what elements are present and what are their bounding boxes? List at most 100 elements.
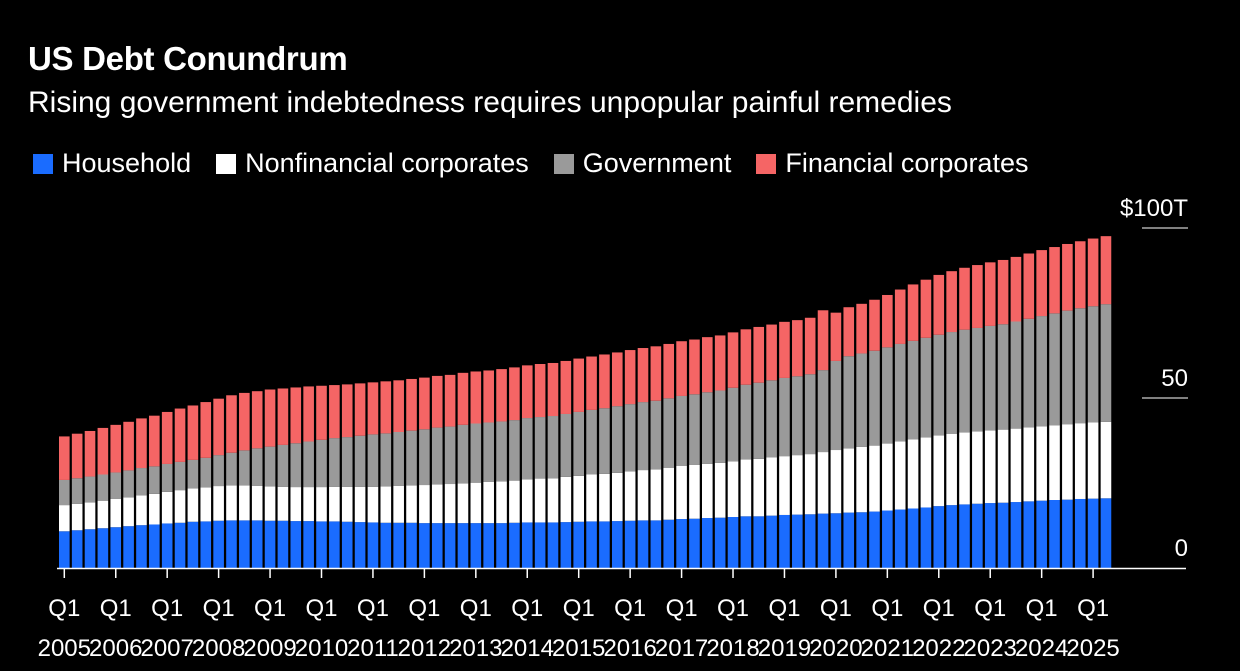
x-tick-year-label: 2012 (398, 635, 451, 662)
bar-nonfinancial-35 (509, 480, 520, 523)
bar-government-39 (560, 413, 572, 477)
bar-government-41 (586, 409, 597, 475)
bar-government-74 (1010, 321, 1022, 429)
bar-government-13 (226, 452, 237, 486)
x-tick-quarter-label: Q1 (357, 595, 389, 622)
bar-household-28 (419, 523, 430, 568)
bar-financial-2 (84, 430, 96, 477)
bar-financial-81 (1100, 236, 1112, 305)
bar-government-81 (1100, 304, 1112, 422)
bar-financial-5 (123, 421, 134, 471)
bar-nonfinancial-53 (740, 459, 752, 517)
bar-financial-53 (740, 329, 752, 385)
bar-government-48 (676, 395, 687, 466)
bar-nonfinancial-65 (894, 441, 906, 510)
bar-financial-31 (457, 372, 469, 425)
bar-financial-30 (444, 374, 456, 427)
x-tick-year-label: 2016 (603, 635, 656, 662)
bar-household-63 (869, 511, 880, 568)
bar-nonfinancial-38 (547, 478, 559, 523)
bar-household-76 (1036, 500, 1047, 568)
bar-nonfinancial-5 (123, 497, 134, 527)
bar-financial-36 (521, 365, 533, 419)
bar-government-69 (946, 332, 957, 434)
bar-government-53 (740, 384, 752, 460)
bar-financial-63 (869, 299, 880, 351)
bar-nonfinancial-25 (380, 486, 392, 523)
bar-household-60 (830, 513, 842, 568)
bar-financial-40 (573, 358, 584, 412)
bar-government-43 (611, 406, 623, 473)
bar-household-24 (367, 522, 379, 568)
bar-household-21 (329, 521, 340, 568)
bar-household-1 (71, 530, 83, 568)
x-tick-year-label: 2006 (89, 635, 142, 662)
bar-financial-6 (136, 418, 147, 469)
bar-government-22 (341, 437, 353, 487)
bar-government-9 (174, 461, 186, 491)
bar-household-8 (161, 523, 173, 568)
bar-financial-72 (984, 262, 996, 326)
bar-household-9 (174, 522, 186, 568)
bar-household-18 (290, 521, 302, 568)
bar-household-7 (149, 524, 160, 568)
bar-nonfinancial-73 (997, 429, 1009, 503)
bar-nonfinancial-16 (264, 486, 276, 521)
bar-government-14 (239, 450, 250, 486)
bar-government-61 (843, 356, 855, 449)
bar-government-68 (933, 334, 945, 436)
bar-nonfinancial-13 (226, 485, 237, 521)
bar-government-26 (393, 432, 404, 486)
bar-household-48 (676, 519, 687, 568)
bar-financial-18 (290, 387, 302, 444)
bar-household-31 (457, 523, 469, 568)
legend-item-government: Government (553, 148, 731, 179)
bar-nonfinancial-31 (457, 483, 469, 524)
bar-financial-9 (174, 408, 186, 462)
bar-household-0 (59, 531, 70, 568)
bar-household-12 (213, 520, 224, 568)
bar-government-45 (637, 402, 649, 471)
bar-household-75 (1023, 501, 1035, 568)
bar-household-54 (753, 516, 765, 568)
bar-nonfinancial-20 (316, 487, 327, 522)
legend-label-nonfinancial: Nonfinancial corporates (245, 148, 529, 178)
bar-government-80 (1087, 306, 1099, 423)
bar-household-27 (406, 522, 417, 568)
bar-household-72 (984, 503, 996, 568)
bar-household-55 (766, 515, 777, 568)
bar-household-6 (136, 525, 147, 568)
bar-financial-39 (560, 360, 572, 414)
x-tick-quarter-label: Q1 (460, 595, 492, 622)
x-tick-year-label: 2014 (501, 635, 554, 662)
bar-government-11 (200, 457, 212, 488)
bar-nonfinancial-52 (727, 461, 739, 517)
bar-nonfinancial-79 (1074, 423, 1086, 499)
bar-nonfinancial-27 (406, 485, 417, 523)
bar-government-78 (1062, 310, 1073, 425)
bar-financial-78 (1062, 243, 1073, 311)
bar-government-55 (766, 380, 777, 458)
bar-government-25 (380, 433, 392, 487)
x-tick-quarter-label: Q1 (1077, 595, 1109, 622)
bar-government-54 (753, 382, 765, 459)
bar-financial-4 (110, 424, 122, 473)
bar-government-67 (920, 337, 932, 438)
bar-household-67 (920, 507, 932, 568)
bar-nonfinancial-81 (1100, 421, 1112, 499)
bar-household-44 (624, 520, 636, 568)
bar-government-33 (483, 422, 494, 482)
bar-nonfinancial-44 (624, 471, 636, 521)
bar-nonfinancial-39 (560, 476, 572, 523)
x-tick-year-label: 2025 (1066, 635, 1119, 662)
bar-financial-34 (496, 369, 507, 422)
bar-government-76 (1036, 316, 1047, 427)
bar-financial-70 (959, 267, 970, 330)
bar-nonfinancial-74 (1010, 428, 1022, 503)
x-tick-year-label: 2010 (295, 635, 348, 662)
bar-government-2 (84, 476, 96, 503)
bar-nonfinancial-41 (586, 474, 597, 522)
bar-government-12 (213, 455, 224, 487)
bar-financial-17 (277, 388, 289, 445)
x-tick-year-label: 2015 (552, 635, 605, 662)
